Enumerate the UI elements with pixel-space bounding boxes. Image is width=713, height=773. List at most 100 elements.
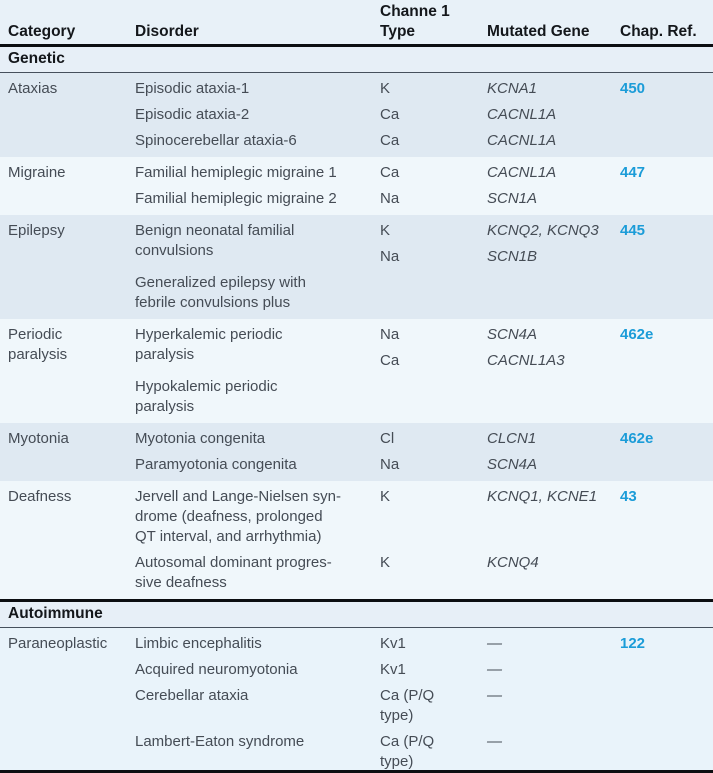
channel-type-line: Kv1 [380, 661, 406, 678]
disorder-text: Hypokalemic periodic paralysis [135, 377, 380, 417]
mutated-gene: KCNQ4 [487, 553, 620, 573]
channel-type-line: Ca [380, 106, 400, 123]
channel-type-line: Cl [380, 430, 395, 447]
gene-cell: KCNQ4 [487, 553, 620, 579]
disorder-text-line: Benign neonatal familial [135, 222, 295, 239]
chap-ref-link[interactable]: 122 [620, 634, 713, 654]
disorder-text-line: Spinocerebellar ataxia-6 [135, 132, 297, 149]
chap-ref-link[interactable]: 447 [620, 163, 713, 183]
channel-type-line: Na [380, 248, 400, 265]
disorder-cell: Paramyotonia congenita [135, 455, 380, 481]
disorder-text: Episodic ataxia-2 [135, 105, 380, 125]
mutated-gene-line: KCNA1 [487, 80, 538, 97]
disorder-cell: Familial hemiplegic migraine 2 [135, 189, 380, 215]
channel-type-cell: Ca (P/Q type) [380, 732, 487, 773]
chap-ref-cell: 445 [620, 221, 713, 247]
channel-type-line: Ca [380, 132, 400, 149]
disorder-text: Familial hemiplegic migraine 1 [135, 163, 380, 183]
chap-ref-cell: 43 [620, 487, 713, 513]
table-header-row: Category Disorder Channe 1 Type Mutated … [0, 0, 713, 47]
chap-ref-link[interactable]: 462e [620, 429, 713, 449]
channel-type: Ca (P/Q type) [380, 686, 487, 726]
channel-type-cell: Cl [380, 429, 487, 455]
gene-cell: SCN4A [487, 455, 620, 481]
channel-type: K [380, 221, 487, 241]
channel-type: K [380, 487, 487, 507]
disorder-cell: Hyperkalemic periodic paralysis [135, 325, 380, 371]
channel-type: K [380, 79, 487, 99]
category-cell-line: paralysis [8, 346, 68, 363]
gene-cell: KCNQ1, KCNE1 [487, 487, 620, 513]
disorder-text: Limbic encephalitis [135, 634, 380, 654]
channel-type-cell: Ca [380, 163, 487, 189]
disorder-cell: Myotonia congenita [135, 429, 380, 455]
chap-ref-link[interactable]: 445 [620, 221, 713, 241]
category-cell-line: Paraneoplastic [8, 635, 108, 652]
category-cell: Paraneoplastic [8, 634, 135, 654]
channel-type: Na [380, 189, 487, 209]
mutated-gene: CACNL1A3 [487, 351, 620, 371]
mutated-gene-line: SCN4A [487, 326, 538, 343]
mutated-gene-line: — [487, 733, 502, 750]
channel-type-line: Na [380, 456, 400, 473]
disorder-text: Episodic ataxia-1 [135, 79, 380, 99]
channel-type: Na [380, 325, 487, 345]
disorder-cell: Spinocerebellar ataxia-6 [135, 131, 380, 157]
channel-type-line: Na [380, 190, 400, 207]
category-cell: Ataxias [8, 79, 135, 99]
disorder-text-line: paralysis [135, 346, 195, 363]
channel-type-cell: K [380, 487, 487, 513]
disorder-cell: Jervell and Lange-Nielsen syn-drome (dea… [135, 487, 380, 553]
category-block: Deafness Jervell and Lange-Nielsen syn-dr… [0, 481, 713, 599]
chap-ref-cell: 447 [620, 163, 713, 189]
gene-cell: KCNQ2, KCNQ3 SCN1B [487, 221, 620, 273]
disorder-text-line: Paramyotonia congenita [135, 456, 297, 473]
disorder-text-line: Episodic ataxia-1 [135, 80, 250, 97]
category-block: Paraneoplastic Limbic encephalitis Kv1 — 122… [0, 628, 713, 773]
disorder-text-line: Episodic ataxia-2 [135, 106, 250, 123]
channel-type: Ca [380, 105, 487, 125]
chap-ref-link[interactable]: 450 [620, 79, 713, 99]
gene-cell: — [487, 686, 620, 712]
channel-type-line: Ca (P/Q [380, 687, 435, 704]
disorder-text: Myotonia congenita [135, 429, 380, 449]
disorder-text: Hyperkalemic periodic paralysis [135, 325, 380, 365]
chap-ref-link[interactable]: 43 [620, 487, 713, 507]
mutated-gene-line: — [487, 687, 502, 704]
category-block: Epilepsy Benign neonatal familial convulsi… [0, 215, 713, 319]
channel-type-line: type) [380, 753, 414, 770]
chap-ref-link-line: 445 [620, 222, 646, 239]
chap-ref-link[interactable]: 462e [620, 325, 713, 345]
col-header-channel-line1: Channe 1 [380, 3, 450, 20]
disorder-text-line: Autosomal dominant progres- [135, 554, 332, 571]
disorder-text-line: Generalized epilepsy with [135, 274, 306, 291]
disorder-cell: Generalized epilepsy with febrile convuls… [135, 273, 380, 319]
mutated-gene: — [487, 660, 620, 680]
col-header-chap-ref: Chap. Ref. [620, 23, 697, 40]
disorder-text: Paramyotonia congenita [135, 455, 380, 475]
mutated-gene: KCNQ1, KCNE1 [487, 487, 620, 507]
disorder-text: Jervell and Lange-Nielsen syn-drome (dea… [135, 487, 380, 547]
disorder-text-line: drome (deafness, prolonged [135, 508, 323, 525]
mutated-gene-line: KCNQ2, KCNQ3 [487, 222, 599, 239]
category-cell: Periodic paralysis [8, 325, 135, 365]
disorder-cell: Autosomal dominant progres-sive deafness [135, 553, 380, 599]
col-header-disorder: Disorder [135, 23, 199, 40]
mutated-gene: SCN1A [487, 189, 620, 209]
category-cell-line: Periodic [8, 326, 63, 343]
channel-type-cell: K Na [380, 221, 487, 273]
mutated-gene-line: CACNL1A3 [487, 352, 565, 369]
disorder-text-line: paralysis [135, 398, 195, 415]
chap-ref-cell: 450 [620, 79, 713, 105]
channel-type-line: K [380, 554, 391, 571]
disorder-text: Autosomal dominant progres-sive deafness [135, 553, 380, 593]
channel-type: Ca (P/Q type) [380, 732, 487, 772]
chap-ref-cell: 122 [620, 634, 713, 660]
disorder-text-line: Familial hemiplegic migraine 1 [135, 164, 337, 181]
chap-ref-link-line: 122 [620, 635, 646, 652]
category-cell-line: Migraine [8, 164, 66, 181]
category-block: Myotonia Myotonia congenita Cl CLCN1 462e Par… [0, 423, 713, 481]
mutated-gene: KCNQ2, KCNQ3 [487, 221, 620, 241]
mutated-gene: CLCN1 [487, 429, 620, 449]
